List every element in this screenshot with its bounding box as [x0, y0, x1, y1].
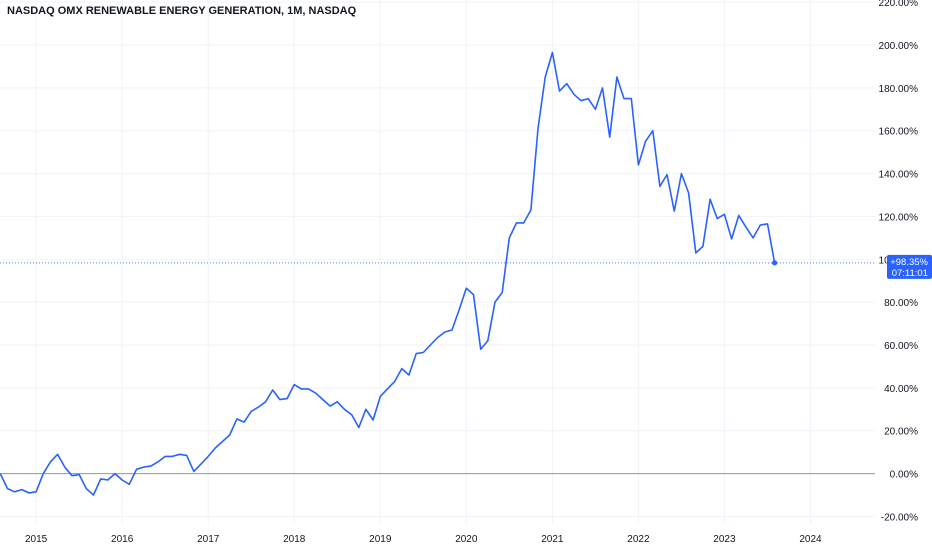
chart-title: NASDAQ OMX RENEWABLE ENERGY GENERATION, …: [7, 5, 357, 17]
x-tick-label: 2021: [541, 534, 564, 545]
y-tick-label: 180.00%: [879, 84, 919, 95]
x-tick-label: 2024: [799, 534, 822, 545]
y-tick-label: -20.00%: [881, 512, 918, 523]
last-value-label: +98.35%: [890, 257, 928, 268]
y-tick-label: 60.00%: [884, 341, 918, 352]
y-tick-label: 40.00%: [884, 384, 918, 395]
last-value-dot: [771, 260, 778, 266]
y-tick-label: 160.00%: [879, 127, 919, 138]
series-line: [0, 51, 776, 496]
x-tick-label: 2022: [627, 534, 650, 545]
x-tick-label: 2016: [111, 534, 134, 545]
x-tick-label: 2017: [197, 534, 220, 545]
y-tick-label: 20.00%: [884, 427, 918, 438]
countdown-label: 07:11:01: [892, 268, 928, 279]
x-tick-label: 2015: [25, 534, 48, 545]
y-tick-label: 120.00%: [879, 212, 919, 223]
y-tick-label: 80.00%: [884, 298, 918, 309]
x-tick-label: 2019: [369, 534, 392, 545]
y-tick-label: 0.00%: [890, 470, 918, 481]
x-tick-label: 2020: [455, 534, 478, 545]
y-tick-label: 140.00%: [879, 170, 919, 181]
x-tick-label: 2023: [713, 534, 736, 545]
x-tick-label: 2018: [283, 534, 306, 545]
y-tick-label: 200.00%: [879, 41, 919, 52]
last-value-badge: [887, 254, 932, 279]
y-tick-label: 220.00%: [879, 0, 919, 9]
